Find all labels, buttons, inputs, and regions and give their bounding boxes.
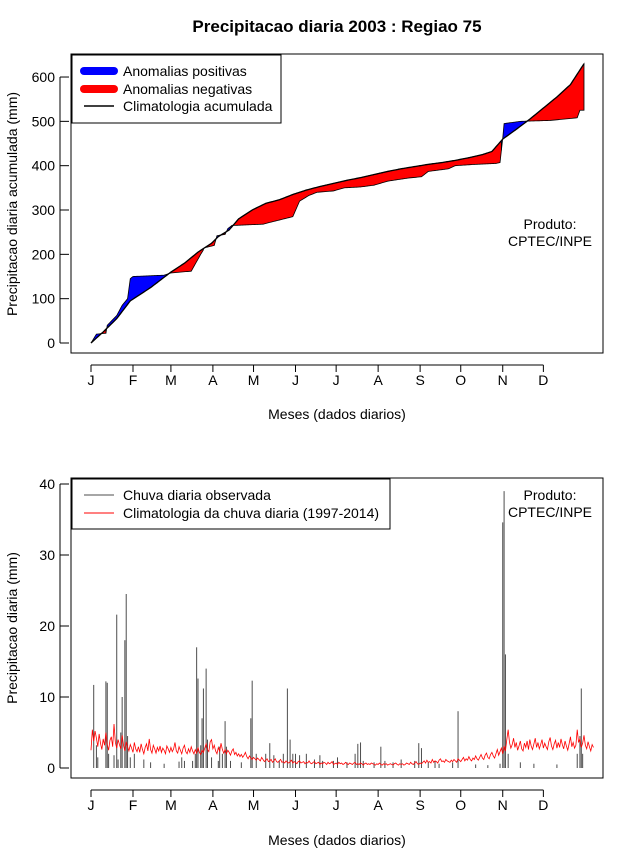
annotation-line: CPTEC/INPE xyxy=(508,233,592,249)
top-panel: 0 100 200 300 400 500 600 J F M A M J J A S O N D Meses (… xyxy=(4,53,604,422)
y-tick-label: 0 xyxy=(47,335,55,351)
y-tick-label: 400 xyxy=(32,158,56,174)
x-tick-label: O xyxy=(455,797,466,813)
annotation-line: Produto: xyxy=(524,216,577,232)
bottom-panel: 0 10 20 30 40 J F M A M J J A S O N D Meses (dados diar… xyxy=(4,476,604,848)
y-tick-label: 10 xyxy=(39,689,55,705)
legend-label: Climatologia acumulada xyxy=(123,98,273,114)
x-tick-label: J xyxy=(333,797,340,813)
x-tick-label: N xyxy=(498,797,508,813)
climatology-daily-line xyxy=(90,723,594,766)
y-tick-label: 200 xyxy=(32,246,56,262)
legend-label: Chuva diaria observada xyxy=(123,487,271,503)
y-tick-label: 600 xyxy=(32,69,56,85)
y-tick-label: 100 xyxy=(32,291,56,307)
x-tick-label: S xyxy=(415,797,424,813)
climatology-cumulative-line xyxy=(90,63,585,344)
positive-anomaly-area xyxy=(105,273,169,334)
plot-frame xyxy=(70,53,604,354)
x-tick-label: F xyxy=(129,372,138,388)
legend-box xyxy=(71,478,391,530)
y-axis-label: Precipitacao diaria (mm) xyxy=(4,552,20,704)
negative-anomaly-area xyxy=(231,139,502,228)
x-tick-label: A xyxy=(373,372,383,388)
x-tick-label: J xyxy=(292,372,299,388)
x-tick-label: M xyxy=(165,372,177,388)
x-tick-label: A xyxy=(208,797,218,813)
x-tick-label: N xyxy=(498,372,508,388)
legend: Anomalias positivas Anomalias negativas … xyxy=(71,54,282,124)
x-tick-label: F xyxy=(129,797,138,813)
legend: Chuva diaria observada Climatologia da c… xyxy=(71,478,391,530)
chart-title: Precipitacao diaria 2003 : Regiao 75 xyxy=(192,17,481,36)
x-tick-label: D xyxy=(538,797,548,813)
legend-label: Anomalias positivas xyxy=(123,63,247,79)
x-tick-label: S xyxy=(415,372,424,388)
x-tick-label: J xyxy=(333,372,340,388)
y-axis: 0 10 20 30 40 xyxy=(39,476,69,776)
observed-bars xyxy=(93,491,584,768)
legend-label: Climatologia da chuva diaria (1997-2014) xyxy=(123,505,379,521)
x-axis-label: Meses (dados diarios) xyxy=(268,406,406,422)
x-tick-label: A xyxy=(373,797,383,813)
y-axis-label: Precipitacao diaria acumulada (mm) xyxy=(4,92,20,316)
x-tick-label: O xyxy=(455,372,466,388)
positive-anomaly-area xyxy=(500,120,528,151)
x-tick-label: M xyxy=(165,797,177,813)
y-tick-label: 40 xyxy=(39,476,55,492)
x-axis-label: Meses (dados diarios) xyxy=(268,832,406,848)
y-tick-label: 300 xyxy=(32,202,56,218)
y-tick-label: 30 xyxy=(39,547,55,563)
x-tick-label: M xyxy=(248,372,260,388)
annotation-line: Produto: xyxy=(524,487,577,503)
y-tick-label: 20 xyxy=(39,618,55,634)
x-tick-label: J xyxy=(88,797,95,813)
legend-label: Anomalias negativas xyxy=(123,81,252,97)
x-tick-label: A xyxy=(208,372,218,388)
y-axis: 0 100 200 300 400 500 600 xyxy=(32,69,69,351)
x-tick-label: D xyxy=(538,372,548,388)
annotation-line: CPTEC/INPE xyxy=(508,504,592,520)
y-tick-label: 500 xyxy=(32,113,56,129)
x-tick-label: J xyxy=(292,797,299,813)
negative-anomaly-area xyxy=(526,62,585,122)
x-tick-label: J xyxy=(88,372,95,388)
plot-frame xyxy=(70,477,604,779)
x-tick-label: M xyxy=(248,797,260,813)
y-tick-label: 0 xyxy=(47,760,55,776)
